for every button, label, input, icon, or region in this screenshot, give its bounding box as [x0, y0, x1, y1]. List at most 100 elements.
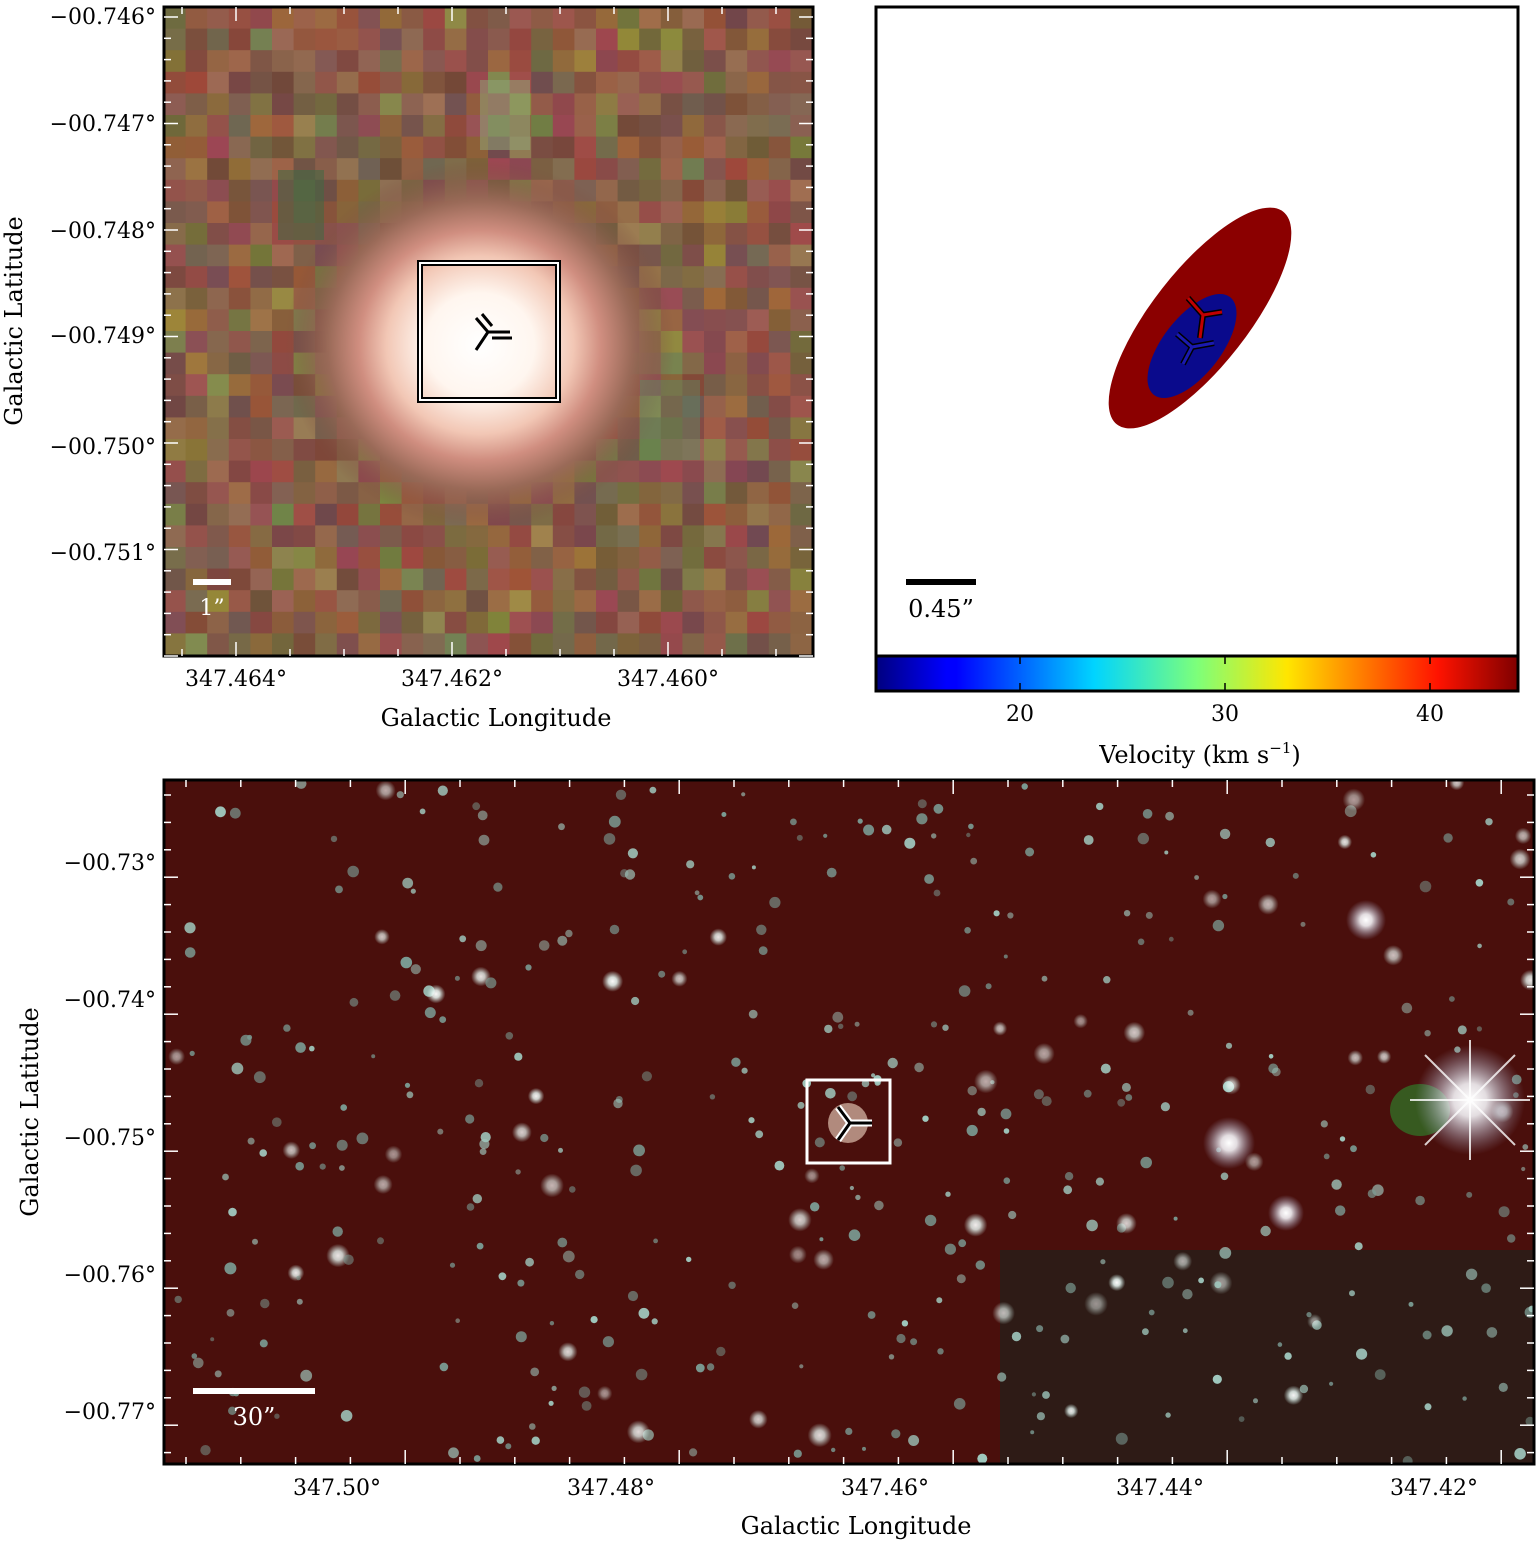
- tl-pixel: [207, 439, 230, 462]
- tl-pixel: [660, 590, 683, 613]
- tl-pixel: [272, 71, 295, 94]
- tl-pixel: [812, 374, 813, 397]
- b-star: [512, 1122, 532, 1143]
- tl-pixel: [293, 460, 316, 483]
- tl-pixel: [293, 136, 316, 159]
- tl-pixel: [228, 525, 251, 548]
- tl-pixel: [336, 158, 359, 181]
- tl-pixel: [228, 287, 251, 310]
- b-star: [1202, 889, 1222, 909]
- tl-pixel: [207, 590, 230, 613]
- b-star: [253, 1071, 266, 1084]
- tl-pixel: [747, 287, 770, 310]
- b-star: [424, 1007, 436, 1019]
- tl-pixel: [768, 158, 791, 181]
- tl-pixel: [768, 179, 791, 202]
- tl-pixel: [185, 179, 208, 202]
- tl-pixel: [164, 525, 187, 548]
- tl-pixel: [488, 590, 511, 613]
- tl-pixel: [185, 266, 208, 289]
- tl-y-tick-labels: −00.746° −00.747° −00.748° −00.749° −00.…: [50, 5, 156, 566]
- b-star: [1283, 1385, 1304, 1406]
- tl-pixel: [812, 547, 813, 570]
- b-star: [493, 882, 503, 892]
- b-star: [633, 1144, 645, 1157]
- b-star: [1194, 875, 1199, 880]
- tl-pixel: [704, 460, 727, 483]
- tl-pixel: [660, 28, 683, 51]
- tl-pixel: [444, 93, 467, 116]
- tl-pixel: [790, 158, 813, 181]
- tl-pixel: [790, 115, 813, 138]
- tl-pixel: [768, 590, 791, 613]
- b-star: [581, 1401, 592, 1411]
- tl-pixel: [574, 7, 597, 30]
- tl-pixel: [704, 525, 727, 548]
- b-star: [1117, 1098, 1126, 1107]
- tl-pixel: [250, 482, 273, 505]
- tl-pixel: [444, 568, 467, 591]
- tl-pixel: [444, 633, 467, 656]
- b-star: [356, 1132, 369, 1145]
- b-star: [1073, 1014, 1088, 1029]
- tl-pixel: [185, 244, 208, 267]
- b-star: [641, 1071, 653, 1082]
- b-star: [404, 1082, 411, 1088]
- tl-pixel: [552, 590, 575, 613]
- tl-pixel: [682, 633, 705, 656]
- tl-pixel: [660, 244, 683, 267]
- b-star: [1292, 872, 1299, 879]
- tl-pixel: [574, 93, 597, 116]
- b-star: [1103, 976, 1111, 984]
- b-star: [1257, 893, 1279, 915]
- tl-pixel: [228, 136, 251, 159]
- tl-pixel: [164, 547, 187, 570]
- b-star: [562, 1250, 575, 1263]
- b-star: [1377, 1049, 1392, 1064]
- b-star: [1443, 833, 1453, 843]
- tl-pixel: [682, 244, 705, 267]
- b-star: [686, 860, 695, 869]
- tl-pixel: [228, 158, 251, 181]
- tl-pixel: [401, 547, 424, 570]
- b-star: [1214, 1281, 1222, 1289]
- tl-pixel: [185, 223, 208, 246]
- tl-pixel: [790, 223, 813, 246]
- b-star: [1083, 1089, 1092, 1098]
- tl-pixel: [725, 568, 748, 591]
- tl-pixel: [272, 633, 295, 656]
- tl-pixel: [596, 547, 619, 570]
- tl-pixel: [660, 71, 683, 94]
- tl-pixel: [574, 633, 597, 656]
- b-star: [184, 922, 196, 934]
- tl-pixel: [488, 547, 511, 570]
- tl-pixel: [790, 503, 813, 526]
- tl-pixel: [725, 374, 748, 397]
- tl-pixel: [423, 50, 446, 73]
- b-star: [964, 927, 971, 934]
- b-star: [224, 1262, 237, 1275]
- tl-pixel: [704, 503, 727, 526]
- b-star: [1209, 1271, 1233, 1295]
- b-star: [226, 1309, 235, 1317]
- b-star: [1277, 1342, 1283, 1347]
- tl-pixel: [682, 417, 705, 440]
- b-star: [1182, 1328, 1188, 1334]
- b-star: [694, 890, 700, 896]
- tl-pixel: [250, 374, 273, 397]
- tl-pixel: [185, 71, 208, 94]
- b-star: [748, 1117, 755, 1124]
- tl-pixel: [444, 50, 467, 73]
- tl-pixel: [639, 223, 662, 246]
- b-star: [300, 1369, 313, 1382]
- b-star: [791, 1302, 799, 1309]
- tl-pixel: [768, 611, 791, 634]
- tl-pixel: [250, 547, 273, 570]
- tl-pixel: [812, 525, 813, 548]
- tl-pixel: [639, 460, 662, 483]
- tl-pixel: [768, 395, 791, 418]
- tl-pixel: [660, 482, 683, 505]
- b-star: [475, 940, 487, 952]
- b-star: [854, 1021, 860, 1027]
- tl-pixel: [272, 547, 295, 570]
